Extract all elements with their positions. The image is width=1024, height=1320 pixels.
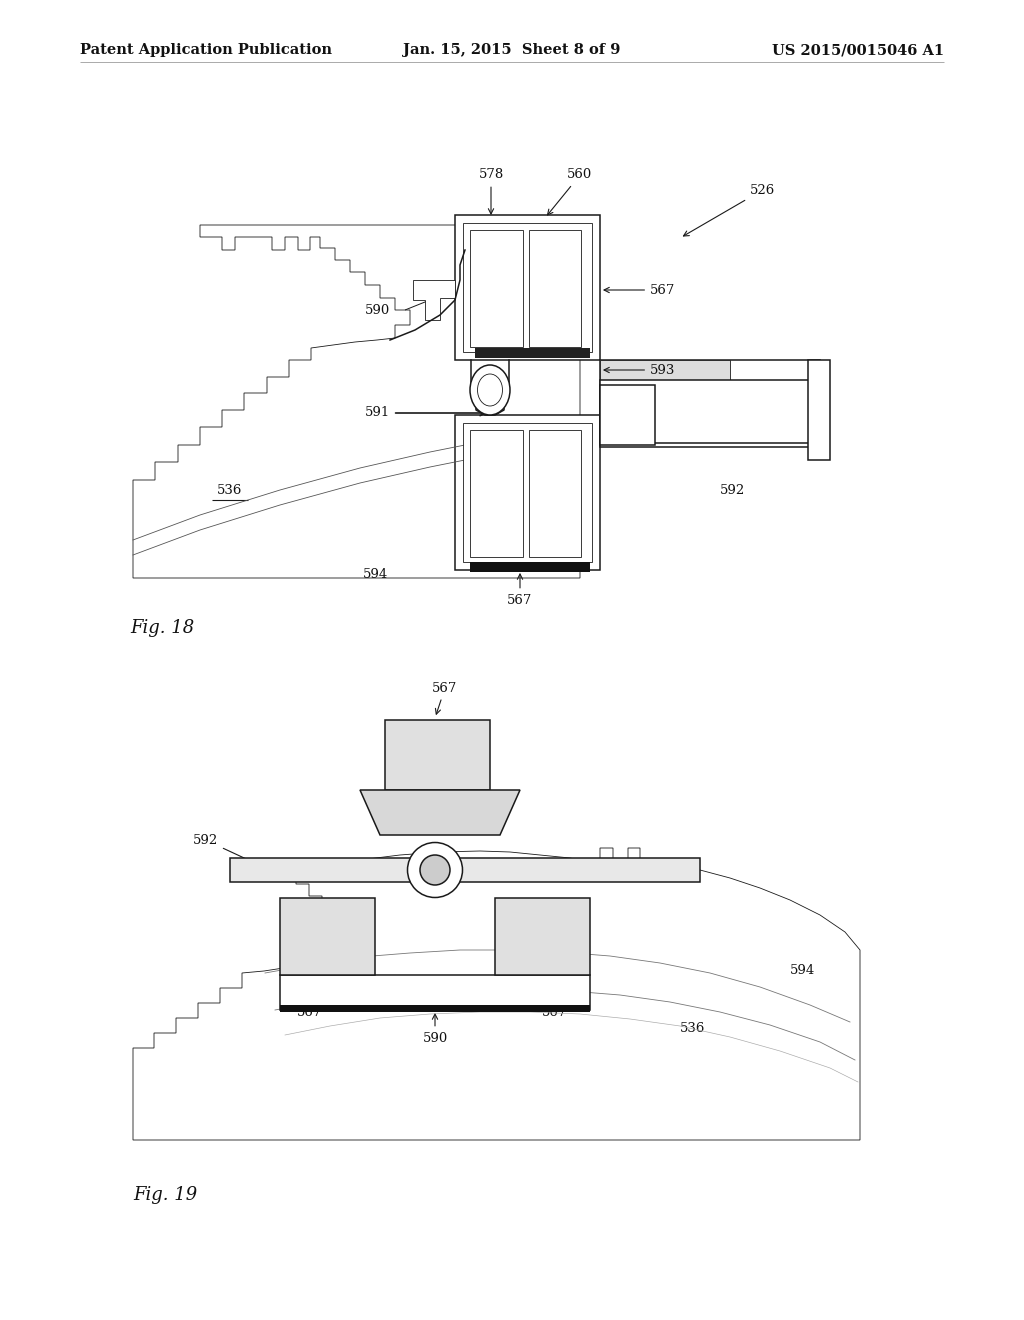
Bar [463, 422, 592, 562]
Polygon shape [360, 789, 520, 836]
Polygon shape [133, 224, 580, 578]
Text: 592: 592 [193, 833, 266, 869]
Ellipse shape [470, 366, 510, 414]
Text: 536: 536 [217, 483, 243, 496]
Ellipse shape [408, 842, 463, 898]
Text: 567: 567 [604, 284, 676, 297]
Text: 536: 536 [680, 1022, 706, 1035]
Bar [528, 230, 582, 347]
Text: 594: 594 [362, 569, 388, 582]
Polygon shape [385, 719, 490, 789]
Text: Fig. 18: Fig. 18 [130, 619, 195, 638]
Text: 590: 590 [422, 1014, 447, 1044]
Text: ×: × [431, 866, 439, 874]
Text: 567: 567 [542, 981, 567, 1019]
Bar [470, 562, 590, 572]
Text: 560: 560 [548, 169, 593, 215]
Text: 592: 592 [720, 483, 745, 496]
Polygon shape [133, 847, 860, 1140]
Text: 567: 567 [507, 574, 532, 606]
Bar [470, 230, 522, 347]
Bar [475, 348, 590, 358]
Ellipse shape [477, 374, 503, 407]
Bar [455, 215, 600, 360]
Text: ×: × [615, 408, 625, 418]
Text: 590: 590 [365, 304, 390, 317]
Polygon shape [495, 898, 590, 975]
Bar [600, 385, 655, 445]
Bar [600, 380, 810, 444]
Text: 567: 567 [432, 681, 458, 714]
Polygon shape [280, 898, 375, 975]
Text: Patent Application Publication: Patent Application Publication [80, 44, 332, 57]
Bar [230, 858, 700, 882]
Bar [600, 360, 730, 385]
Text: 567: 567 [297, 981, 323, 1019]
Text: 526: 526 [683, 183, 775, 236]
Bar [280, 975, 590, 1010]
Polygon shape [413, 280, 455, 319]
Text: US 2015/0015046 A1: US 2015/0015046 A1 [772, 44, 944, 57]
Bar [455, 414, 600, 570]
Bar [470, 430, 522, 557]
Text: 594: 594 [790, 964, 815, 977]
Bar [280, 1005, 590, 1012]
Text: 578: 578 [478, 169, 504, 214]
Text: Fig. 19: Fig. 19 [133, 1185, 198, 1204]
Text: 591: 591 [365, 407, 485, 420]
Bar [463, 223, 592, 352]
Bar [808, 360, 830, 459]
Bar [528, 430, 582, 557]
Bar [600, 360, 820, 447]
Text: Jan. 15, 2015  Sheet 8 of 9: Jan. 15, 2015 Sheet 8 of 9 [403, 44, 621, 57]
Text: 593: 593 [604, 363, 676, 376]
Ellipse shape [420, 855, 450, 884]
